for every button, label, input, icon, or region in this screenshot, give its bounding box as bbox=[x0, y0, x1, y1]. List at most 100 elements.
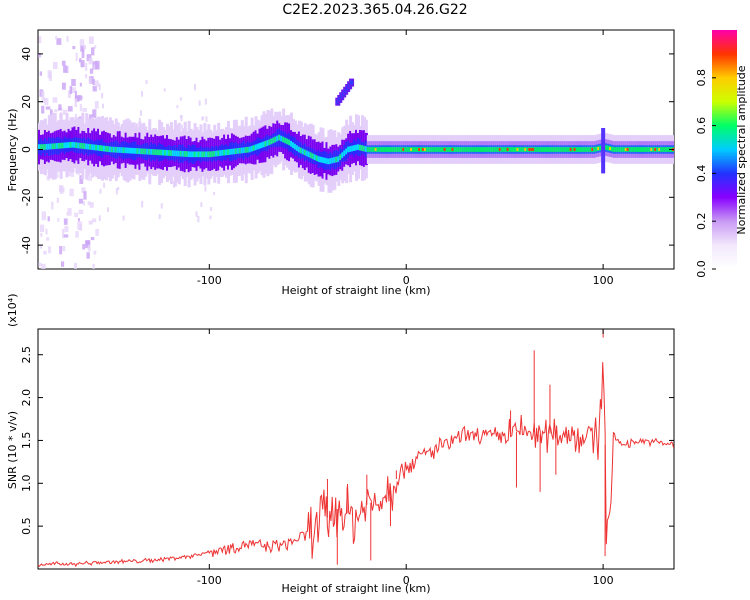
band-core bbox=[526, 147, 530, 152]
noise-cell bbox=[95, 60, 100, 70]
chart-title: C2E2.2023.365.04.26.G22 bbox=[282, 2, 467, 18]
snr-xtick-label: -100 bbox=[197, 574, 222, 587]
band-core bbox=[394, 147, 398, 152]
noise-cell bbox=[88, 36, 94, 45]
spectrogram-xtick-label: 100 bbox=[593, 274, 614, 287]
noise-cell bbox=[41, 263, 46, 269]
band-core bbox=[317, 156, 321, 162]
band-core bbox=[87, 143, 91, 150]
noise-cell bbox=[80, 45, 84, 52]
band-core bbox=[536, 147, 540, 152]
band-core bbox=[187, 151, 191, 158]
noise-cell bbox=[78, 198, 83, 204]
band-core bbox=[217, 150, 221, 157]
band-peak bbox=[421, 148, 425, 151]
band-core bbox=[227, 149, 231, 155]
band-core bbox=[494, 147, 498, 152]
noise-cell bbox=[90, 237, 95, 241]
band-core bbox=[461, 147, 465, 152]
noise-cell bbox=[57, 217, 60, 222]
colorbar-gradient bbox=[712, 30, 737, 269]
band-core bbox=[234, 148, 238, 155]
band-core bbox=[260, 142, 264, 149]
band-core bbox=[38, 144, 41, 150]
band-core bbox=[467, 147, 471, 152]
noise-cell bbox=[63, 234, 69, 238]
band-core bbox=[620, 147, 624, 152]
noise-cell bbox=[38, 36, 42, 44]
noise-cell bbox=[93, 250, 97, 255]
noise-cell bbox=[58, 104, 62, 111]
noise-cell bbox=[78, 58, 82, 63]
band-core bbox=[276, 135, 280, 142]
noise-cell bbox=[81, 187, 86, 193]
noise-cell bbox=[94, 80, 99, 87]
band-peak bbox=[658, 148, 662, 151]
snr-ytick-label: 2.5 bbox=[20, 346, 33, 364]
band-peak bbox=[418, 148, 422, 151]
band-core bbox=[447, 147, 451, 152]
noise-cell bbox=[98, 215, 101, 222]
band-core bbox=[313, 154, 317, 161]
band-core bbox=[189, 151, 193, 158]
noise-cell bbox=[202, 116, 205, 120]
band-core bbox=[512, 147, 516, 152]
noise-cell bbox=[94, 100, 99, 109]
band-core bbox=[392, 147, 396, 152]
band-core bbox=[593, 147, 597, 152]
noise-cell bbox=[58, 185, 62, 192]
band-spike bbox=[601, 127, 606, 174]
band-core bbox=[278, 134, 282, 141]
band-core bbox=[71, 141, 75, 148]
band-core bbox=[475, 147, 479, 152]
band-core bbox=[612, 147, 616, 152]
band-core bbox=[652, 147, 656, 152]
band-core bbox=[473, 147, 477, 152]
band-core bbox=[73, 142, 77, 148]
band-core bbox=[567, 147, 571, 152]
noise-cell bbox=[83, 191, 87, 200]
spectrogram-ytick-label: 40 bbox=[20, 47, 33, 61]
band-core bbox=[323, 157, 327, 164]
band-core bbox=[396, 147, 400, 152]
band-core bbox=[45, 143, 49, 150]
noise-cell bbox=[48, 246, 51, 254]
band-core bbox=[136, 148, 140, 154]
band-core bbox=[120, 147, 124, 153]
band-core bbox=[486, 147, 490, 152]
noise-cell bbox=[179, 97, 182, 101]
band-core bbox=[321, 157, 325, 163]
band-core bbox=[293, 143, 297, 150]
band-core bbox=[39, 144, 43, 150]
band-core bbox=[101, 145, 105, 152]
band-core bbox=[85, 143, 89, 150]
band-core bbox=[126, 147, 130, 154]
band-core bbox=[329, 158, 333, 164]
band-core bbox=[319, 156, 323, 163]
band-core bbox=[614, 147, 618, 152]
noise-cell bbox=[70, 171, 75, 177]
band-core bbox=[490, 147, 494, 152]
noise-cell bbox=[56, 197, 59, 203]
noise-cell bbox=[60, 261, 65, 267]
band-core bbox=[518, 147, 522, 152]
band-core bbox=[297, 146, 301, 153]
band-core bbox=[492, 147, 496, 152]
band-core bbox=[55, 143, 59, 149]
band-core bbox=[333, 157, 337, 163]
noise-cell bbox=[67, 90, 72, 99]
noise-cell bbox=[80, 60, 85, 68]
noise-cell bbox=[41, 211, 47, 221]
band-core bbox=[193, 151, 197, 158]
band-core bbox=[154, 149, 158, 155]
noise-cell bbox=[92, 85, 97, 92]
band-core bbox=[510, 147, 514, 152]
band-core bbox=[414, 147, 418, 152]
band-core bbox=[435, 147, 439, 152]
noise-cell bbox=[63, 65, 68, 73]
band-peak bbox=[410, 148, 414, 151]
band-core bbox=[173, 150, 177, 157]
noise-cell bbox=[66, 212, 69, 216]
noise-cell bbox=[83, 45, 86, 50]
noise-cell bbox=[82, 108, 87, 113]
